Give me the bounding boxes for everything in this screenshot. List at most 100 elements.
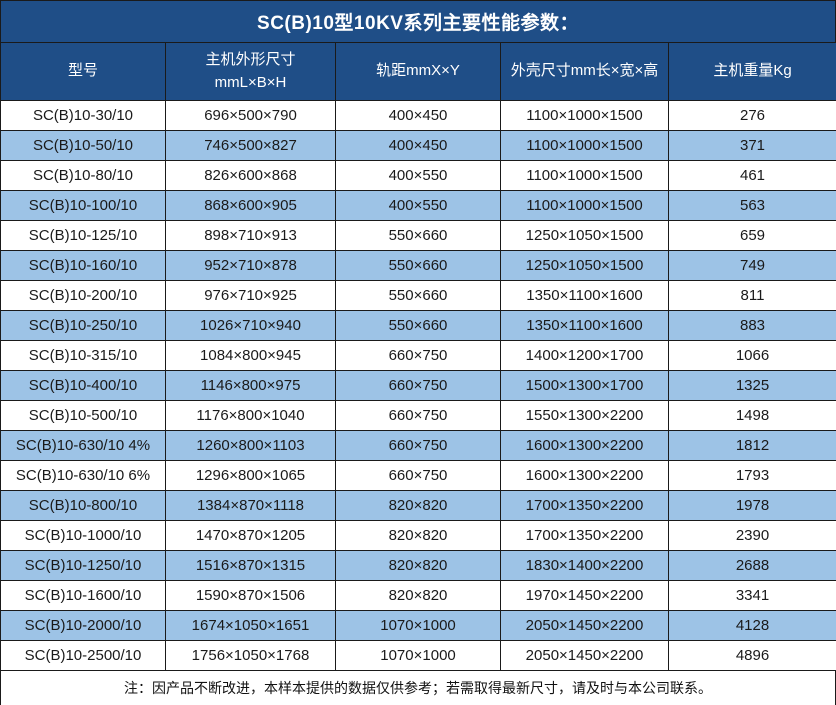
table-cell: 660×750 [335,340,501,371]
page-title: SC(B)10型10KV系列主要性能参数： [0,0,836,42]
table-cell: 400×450 [335,100,501,131]
table-cell: 1793 [668,460,836,491]
column-header-label-line2: mmL×B×H [214,73,287,91]
table-cell: 1325 [668,370,836,401]
table-cell: 1590×870×1506 [165,580,336,611]
table-cell: 1070×1000 [335,640,501,671]
table-cell: 400×550 [335,190,501,221]
table-cell: SC(B)10-800/10 [0,490,166,521]
table-row: SC(B)10-1600/10 1590×870×1506 820×820 1970×… [0,580,836,611]
table-cell: 811 [668,280,836,311]
table-row: SC(B)10-160/10 952×710×878 550×660 1250×105… [0,250,836,281]
table-cell: SC(B)10-1000/10 [0,520,166,551]
table-cell: 1600×1300×2200 [500,460,669,491]
table-cell: 660×750 [335,430,501,461]
table-cell: 820×820 [335,490,501,521]
table-cell: 1296×800×1065 [165,460,336,491]
table-cell: 1674×1050×1651 [165,610,336,641]
table-cell: 1498 [668,400,836,431]
table-cell: 1756×1050×1768 [165,640,336,671]
table-cell: 659 [668,220,836,251]
table-row: SC(B)10-1250/10 1516×870×1315 820×820 1830×… [0,550,836,581]
table-row: SC(B)10-1000/10 1470×870×1205 820×820 1700×… [0,520,836,551]
table-cell: 820×820 [335,520,501,551]
table-cell: SC(B)10-1600/10 [0,580,166,611]
table-cell: 1600×1300×2200 [500,430,669,461]
table-cell: SC(B)10-315/10 [0,340,166,371]
table-row: SC(B)10-30/10 696×500×790 400×450 1100×1000… [0,100,836,131]
table-cell: 1978 [668,490,836,521]
table-row: SC(B)10-80/10 826×600×868 400×550 1100×1000… [0,160,836,191]
table-cell: 2050×1450×2200 [500,640,669,671]
table-cell: 1830×1400×2200 [500,550,669,581]
table-cell: 1384×870×1118 [165,490,336,521]
column-header-model: 型号 [0,42,166,101]
table-cell: SC(B)10-1250/10 [0,550,166,581]
table-cell: 1066 [668,340,836,371]
table-cell: 660×750 [335,400,501,431]
table-cell: 1084×800×945 [165,340,336,371]
table-cell: SC(B)10-250/10 [0,310,166,341]
table-row: SC(B)10-400/10 1146×800×975 660×750 1500×13… [0,370,836,401]
table-row: SC(B)10-200/10 976×710×925 550×660 1350×110… [0,280,836,311]
table-row: SC(B)10-50/10 746×500×827 400×450 1100×1000… [0,130,836,161]
table-cell: 2050×1450×2200 [500,610,669,641]
table-cell: 1070×1000 [335,610,501,641]
table-cell: 1026×710×940 [165,310,336,341]
table-cell: 400×550 [335,160,501,191]
table-cell: 749 [668,250,836,281]
table-cell: SC(B)10-50/10 [0,130,166,161]
table-cell: 898×710×913 [165,220,336,251]
table-cell: 550×660 [335,250,501,281]
column-header-rail-gauge: 轨距mmX×Y [335,42,501,101]
table-row: SC(B)10-500/10 1176×800×1040 660×750 1550×1… [0,400,836,431]
table-cell: 1100×1000×1500 [500,160,669,191]
table-cell: 1700×1350×2200 [500,490,669,521]
table-row: SC(B)10-100/10 868×600×905 400×550 1100×100… [0,190,836,221]
table-cell: SC(B)10-80/10 [0,160,166,191]
table-row: SC(B)10-800/10 1384×870×1118 820×820 1700×1… [0,490,836,521]
table-cell: 4128 [668,610,836,641]
table-cell: 3341 [668,580,836,611]
table-cell: 1970×1450×2200 [500,580,669,611]
table-cell: 660×750 [335,370,501,401]
table-cell: 563 [668,190,836,221]
footer-note: 注：因产品不断改进，本样本提供的数据仅供参考；若需取得最新尺寸，请及时与本公司联… [0,671,836,705]
table-row: SC(B)10-630/10 6% 1296×800×1065 660×750 160… [0,460,836,491]
header-row: 型号 主机外形尺寸 mmL×B×H 轨距mmX×Y 外壳尺寸mm长×宽×高 主机… [0,42,836,101]
table-cell: SC(B)10-125/10 [0,220,166,251]
table-row: SC(B)10-2000/10 1674×1050×1651 1070×1000 20… [0,610,836,641]
column-header-label-line1: 主机外形尺寸 [205,51,296,68]
table-cell: 4896 [668,640,836,671]
table-cell: 1260×800×1103 [165,430,336,461]
table-cell: 1550×1300×2200 [500,400,669,431]
column-header-unit-size: 主机外形尺寸 mmL×B×H [165,42,336,101]
table-cell: 1250×1050×1500 [500,220,669,251]
table-row: SC(B)10-315/10 1084×800×945 660×750 1400×12… [0,340,836,371]
table-cell: 826×600×868 [165,160,336,191]
table-cell: 1700×1350×2200 [500,520,669,551]
table-cell: SC(B)10-2500/10 [0,640,166,671]
table-body: SC(B)10-30/10 696×500×790 400×450 1100×1000… [0,100,836,671]
table-cell: 461 [668,160,836,191]
table-cell: SC(B)10-30/10 [0,100,166,131]
table-cell: SC(B)10-2000/10 [0,610,166,641]
table-cell: 696×500×790 [165,100,336,131]
table-cell: 400×450 [335,130,501,161]
table-cell: 371 [668,130,836,161]
table-cell: 1146×800×975 [165,370,336,401]
table-cell: SC(B)10-630/10 4% [0,430,166,461]
table-cell: 550×660 [335,220,501,251]
table-cell: 1100×1000×1500 [500,130,669,161]
table-cell: 1100×1000×1500 [500,190,669,221]
column-header-label: 轨距mmX×Y [376,62,460,80]
table-cell: 746×500×827 [165,130,336,161]
table-cell: 1400×1200×1700 [500,340,669,371]
table-cell: 2390 [668,520,836,551]
table-cell: 868×600×905 [165,190,336,221]
table-row: SC(B)10-250/10 1026×710×940 550×660 1350×11… [0,310,836,341]
table-cell: 1350×1100×1600 [500,310,669,341]
table-cell: 1176×800×1040 [165,400,336,431]
table-cell: SC(B)10-200/10 [0,280,166,311]
